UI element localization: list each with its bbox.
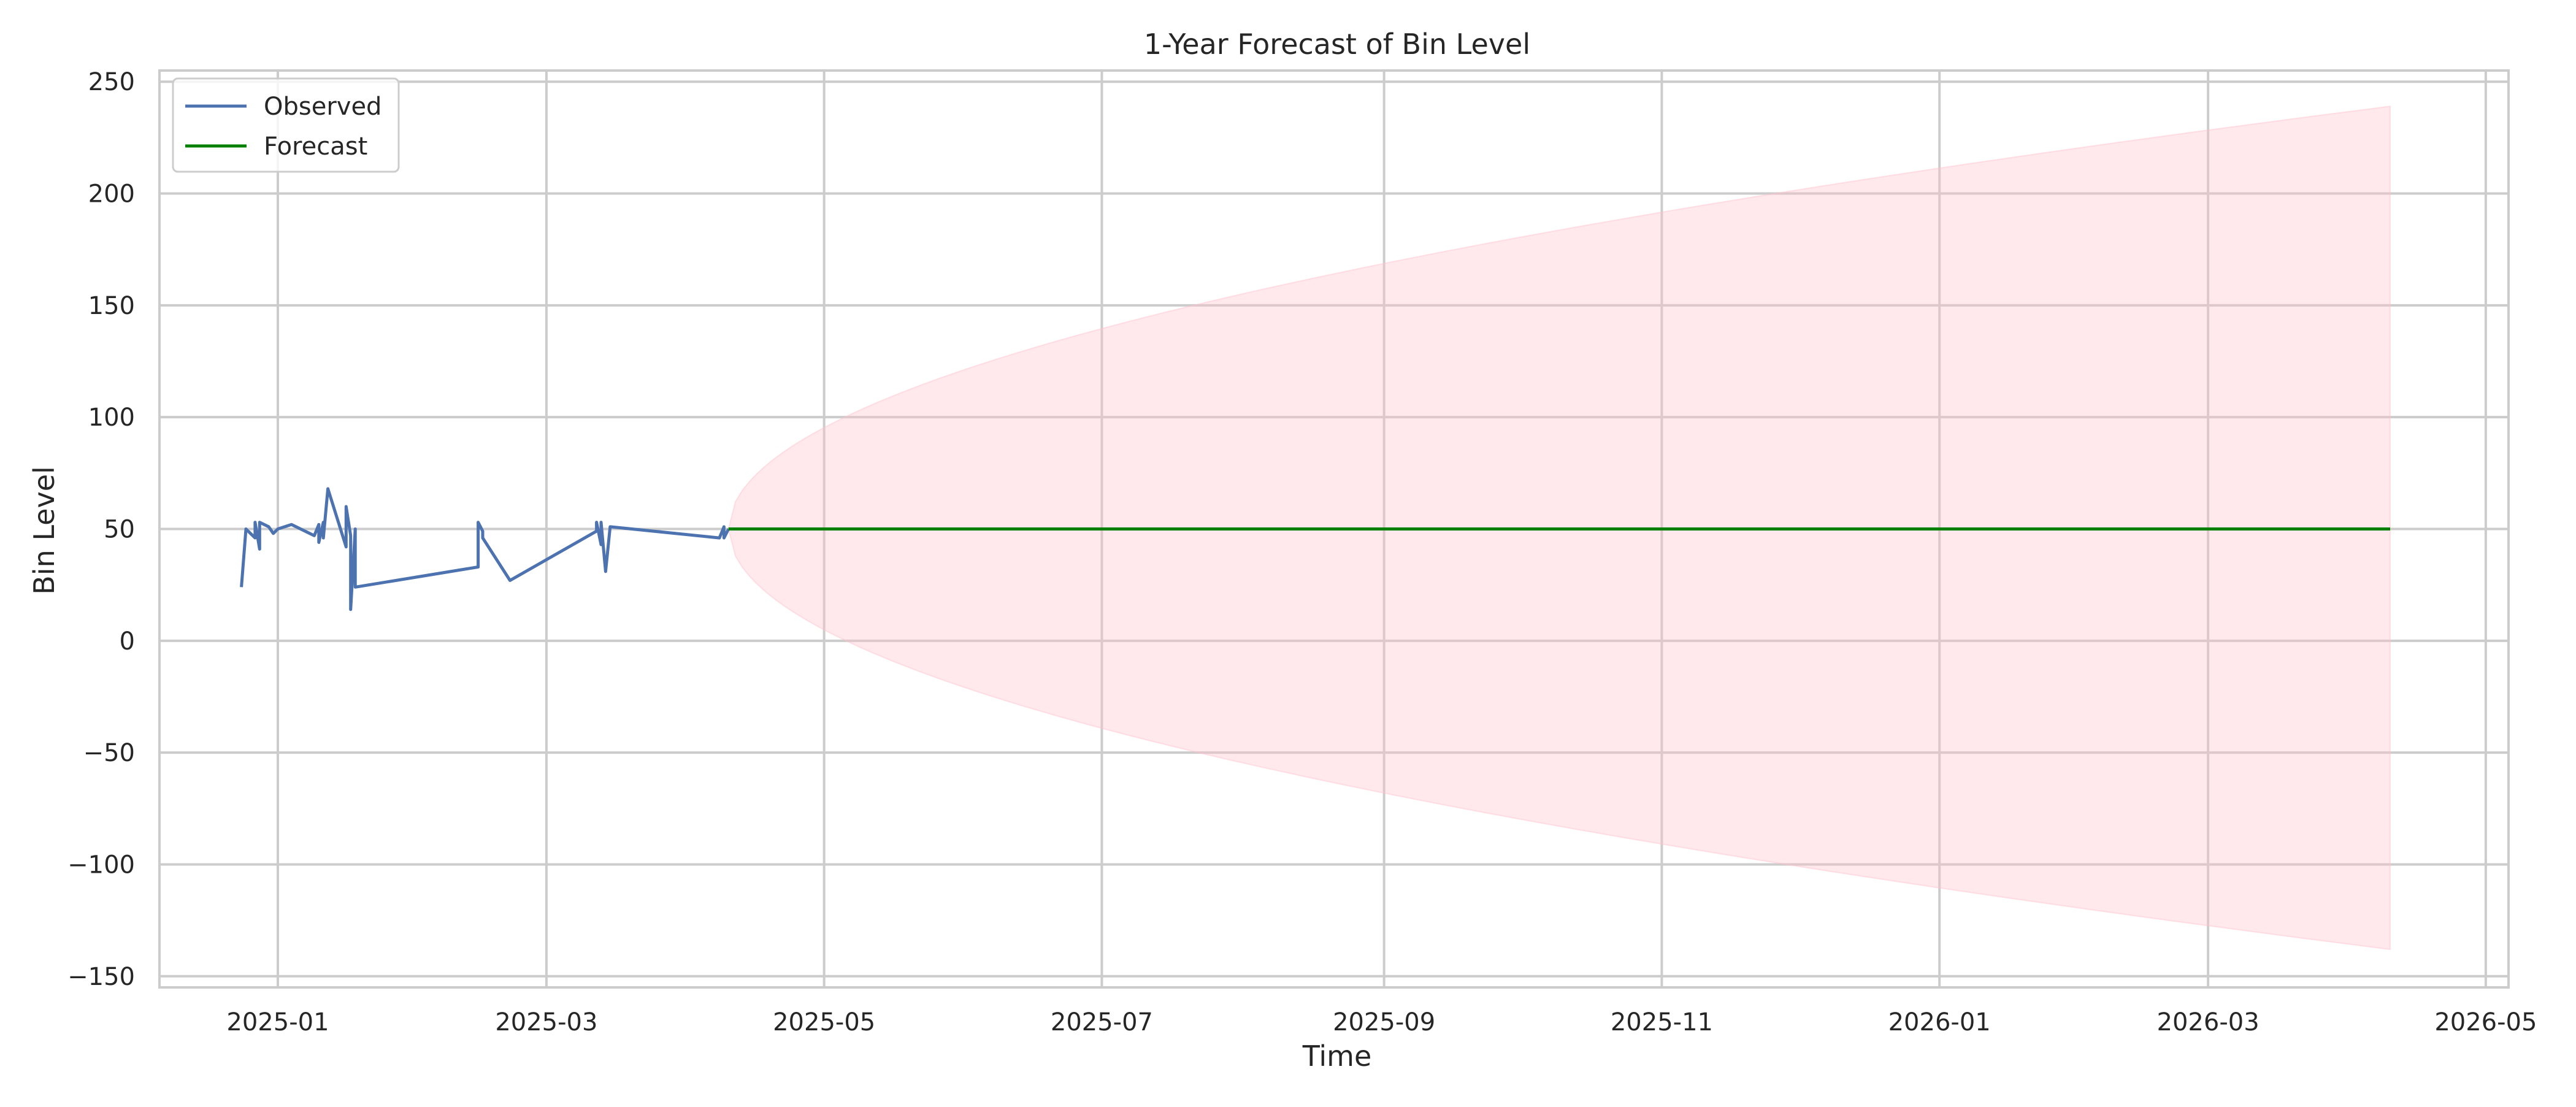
y-tick-label: −150 [67, 963, 135, 991]
x-tick-label: 2025-03 [495, 1008, 597, 1036]
legend: Observed Forecast [172, 77, 400, 173]
x-tick-label: 2026-01 [1888, 1008, 1991, 1036]
legend-box [172, 77, 400, 173]
y-tick-label: −50 [83, 739, 135, 767]
y-axis-ticks: −150 −100 −50 0 50 100 150 200 250 [67, 68, 135, 991]
y-tick-label: 200 [88, 180, 135, 209]
legend-label-observed: Observed [264, 93, 381, 121]
y-tick-label: 0 [120, 627, 135, 656]
observed-line [240, 487, 730, 611]
x-tick-label: 2025-05 [773, 1008, 875, 1036]
legend-label-forecast: Forecast [264, 132, 367, 161]
y-tick-label: 150 [88, 292, 135, 320]
y-axis-label: Bin Level [28, 466, 61, 595]
x-tick-label: 2025-11 [1611, 1008, 1713, 1036]
x-tick-label: 2025-09 [1333, 1008, 1435, 1036]
series-group [240, 487, 2390, 611]
plot-frame [158, 69, 2510, 989]
x-tick-label: 2025-07 [1051, 1008, 1153, 1036]
x-tick-label: 2025-01 [226, 1008, 329, 1036]
y-tick-label: 250 [88, 68, 135, 96]
x-axis-label: Time [1302, 1040, 1372, 1073]
y-tick-label: 100 [88, 404, 135, 432]
x-axis-ticks: 2025-01 2025-03 2025-05 2025-07 2025-09 2025-… [226, 1008, 2537, 1036]
y-tick-label: 50 [104, 516, 135, 544]
y-tick-label: −100 [67, 851, 135, 879]
chart-title: 1-Year Forecast of Bin Level [1144, 28, 1530, 61]
x-tick-label: 2026-05 [2434, 1008, 2537, 1036]
x-tick-label: 2026-03 [2157, 1008, 2260, 1036]
